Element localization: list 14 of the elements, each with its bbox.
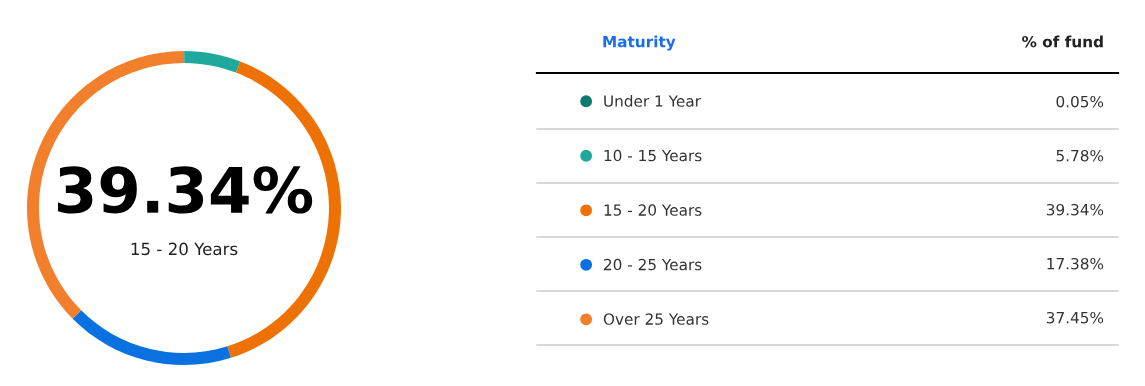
legend-label: Under 1 Year bbox=[604, 95, 701, 107]
legend-title: Maturity bbox=[603, 35, 676, 51]
text: % of fund bbox=[1022, 35, 1103, 48]
data-label: 0.05% bbox=[1056, 95, 1104, 108]
legend-label: 10 - 15 Years bbox=[604, 149, 702, 162]
legend-label: 20 - 25 Years bbox=[604, 258, 702, 271]
text: 39.34% bbox=[58, 166, 313, 214]
legend-label: Over 25 Years bbox=[603, 313, 709, 325]
data-label: 37.45% bbox=[1046, 311, 1104, 324]
data-label: 5.78% bbox=[1056, 149, 1104, 162]
data-label: 17.38% bbox=[1047, 257, 1104, 270]
legend-label: 15 - 20 Years bbox=[604, 204, 702, 216]
text: 15 - 20 Years bbox=[131, 242, 238, 256]
data-label: 39.34% bbox=[1046, 203, 1104, 216]
